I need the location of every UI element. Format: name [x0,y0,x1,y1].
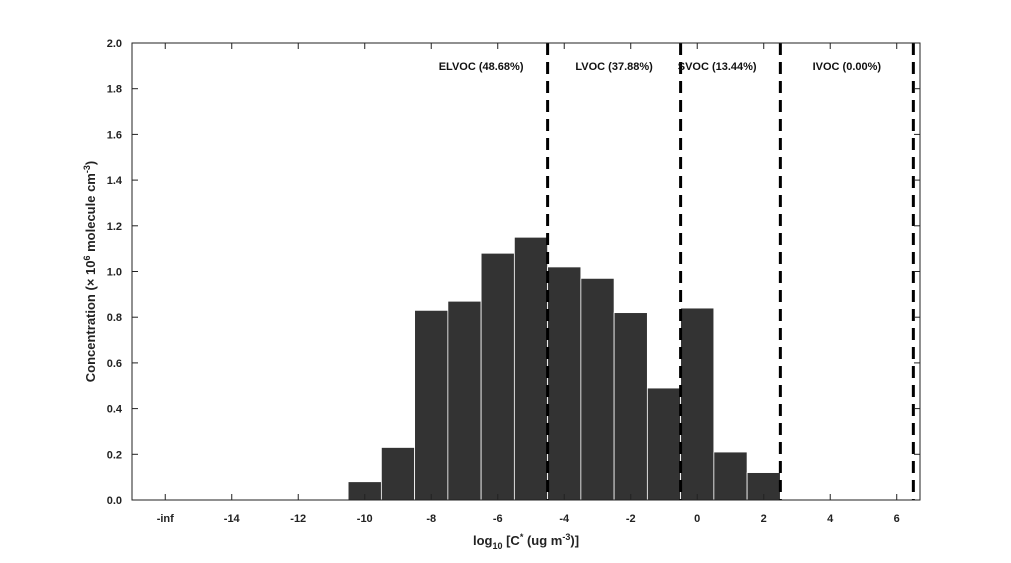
histogram-bar [713,451,748,501]
histogram-bar [680,307,715,501]
y-tick-label: 0.8 [107,312,122,324]
y-tick-label: 0.2 [107,449,122,461]
region-label: IVOC (0.00%) [813,61,882,73]
x-tick-label: 0 [694,513,700,525]
histogram-bar [580,277,615,501]
y-axis-title: Concentration (× 106 molecule cm-3) [82,161,98,382]
x-axis-title: log10 [C* (ug m-3)] [473,532,579,551]
region-labels-group: ELVOC (48.68%) LVOC (37.88%) SVOC (13.44%)… [439,61,882,73]
y-tick-label: 0.6 [107,358,122,370]
x-axis-ticks: -inf -14 -12 -10 -8 -6 -4 -2 0 2 4 6 [157,43,900,525]
x-tick-label: 6 [894,513,900,525]
histogram-bar [380,447,416,501]
y-tick-label: 1.8 [107,84,122,96]
x-tick-label: -12 [290,513,306,525]
x-tick-label: -10 [357,513,373,525]
y-axis-title-superscript: -3 [82,165,92,173]
x-tick-label: -2 [626,513,636,525]
boundary-lines-group [546,43,915,500]
y-axis-title-superscript: 6 [82,256,92,261]
histogram-bar [414,309,449,501]
histogram-bar [513,236,549,501]
y-tick-label: 2.0 [107,38,122,50]
y-tick-label: 1.6 [107,129,122,141]
region-label: LVOC (37.88%) [575,61,653,73]
region-label: ELVOC (48.68%) [439,61,524,73]
x-tick-label: 2 [761,513,767,525]
y-axis-title-main: Concentration (× 10 [83,261,98,383]
y-tick-label: 0.4 [107,404,123,416]
y-axis-title-part: ) [83,161,98,165]
x-tick-label: -inf [157,513,174,525]
y-axis-ticks: 0.0 0.2 0.4 0.6 0.8 1.0 1.2 1.4 1.6 1.8 2.0 [107,38,920,507]
histogram-bar [447,300,482,501]
histogram-bar [480,252,515,501]
y-tick-label: 1.4 [107,175,123,187]
x-axis-title-superscript: * [520,532,524,542]
histogram-bar [646,387,682,501]
y-tick-label: 1.0 [107,267,122,279]
x-axis-title-part: [C [502,533,520,548]
region-label: SVOC (13.44%) [678,61,757,73]
y-tick-label: 1.2 [107,221,122,233]
bars-group [347,236,781,501]
x-tick-label: -6 [493,513,503,525]
x-axis-title-part: )] [570,533,579,548]
x-axis-title-part: (ug m [523,533,562,548]
histogram-bar [613,312,648,501]
histogram-bar [547,266,582,501]
x-axis-title-subscript: 10 [492,541,502,551]
x-tick-label: -4 [559,513,570,525]
x-axis-title-main: log [473,533,493,548]
x-tick-label: 4 [827,513,834,525]
x-tick-label: -14 [224,513,241,525]
x-tick-label: -8 [426,513,436,525]
x-axis-title-superscript: -3 [562,532,570,542]
y-axis-title-part: molecule cm [83,173,98,255]
y-tick-label: 0.0 [107,495,122,507]
